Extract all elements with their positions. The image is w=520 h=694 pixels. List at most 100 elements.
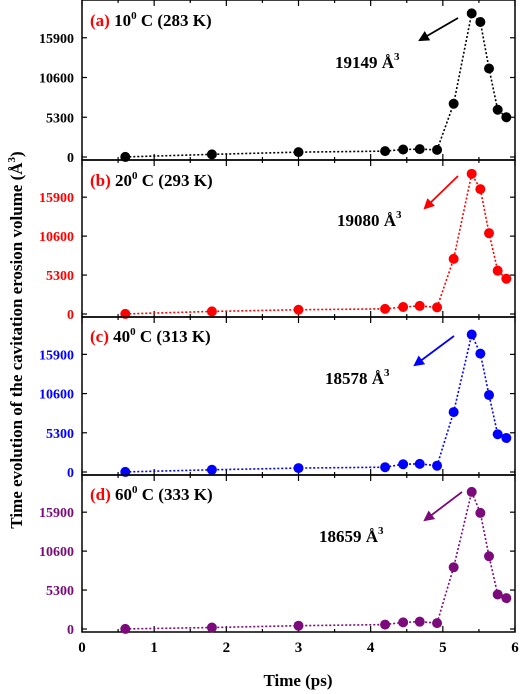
x-tick-label: 2 <box>223 640 231 656</box>
y-axis-label-close: ) <box>7 151 26 157</box>
x-tick-label: 5 <box>439 640 447 656</box>
peak-value: 18578 Å <box>325 369 385 388</box>
data-point <box>466 8 477 19</box>
y-tick-label: 0 <box>67 151 74 166</box>
data-point <box>448 407 459 418</box>
peak-annotation: 18578 Å3 <box>325 367 390 388</box>
data-point <box>492 429 503 440</box>
data-point <box>414 144 425 155</box>
peak-value-exp: 3 <box>394 51 400 63</box>
y-tick-label: 15900 <box>39 348 74 363</box>
peak-annotation: 19149 Å3 <box>335 51 400 72</box>
y-tick-label: 15900 <box>39 506 74 521</box>
data-point <box>484 228 495 239</box>
peak-value-exp: 3 <box>384 367 390 379</box>
x-tick-label: 3 <box>295 640 303 656</box>
x-axis-label: Time (ps) <box>263 671 332 690</box>
data-point <box>475 507 486 518</box>
y-tick-label: 10600 <box>39 72 74 87</box>
panel-temp: 20 <box>115 171 132 190</box>
data-point <box>501 112 512 123</box>
data-point <box>380 619 391 630</box>
panel-tag: (c) <box>90 327 113 346</box>
data-point <box>293 463 304 474</box>
data-point <box>293 304 304 315</box>
data-point <box>466 486 477 497</box>
panel-temp: 60 <box>115 485 132 504</box>
data-point <box>432 144 443 155</box>
data-point <box>492 265 503 276</box>
data-point <box>432 302 443 313</box>
data-point <box>293 147 304 158</box>
x-tick-label: 0 <box>78 640 86 656</box>
series-line <box>125 332 507 473</box>
panel-tag: (d) <box>90 485 115 504</box>
data-point <box>501 273 512 284</box>
y-tick-label: 10600 <box>39 545 74 560</box>
peak-arrow <box>423 175 459 210</box>
y-axis-label: Time evolution of the cavitation erosion… <box>6 151 26 528</box>
y-tick-label: 0 <box>67 623 74 638</box>
panel-2: 0 5300 10600 15900 (b) 200 C (293 K) 19080 Å3 <box>39 159 516 323</box>
data-point <box>206 149 217 160</box>
y-tick-label: 10600 <box>39 230 74 245</box>
panel-title: (b) 200 C (293 K) <box>90 170 213 190</box>
data-point <box>475 184 486 195</box>
data-point <box>448 98 459 109</box>
series-line <box>125 171 507 315</box>
panel-tag: (b) <box>90 171 115 190</box>
data-point <box>484 551 495 562</box>
panel-temp: 40 <box>113 327 130 346</box>
data-point <box>466 168 477 179</box>
y-tick-label: 5300 <box>46 269 74 284</box>
data-point <box>414 616 425 627</box>
peak-annotation: 18659 Å3 <box>319 525 384 546</box>
y-tick-label: 0 <box>67 308 74 323</box>
y-axis-label-unit: Å <box>7 162 26 175</box>
data-point <box>293 620 304 631</box>
data-point <box>380 303 391 314</box>
peak-value: 18659 Å <box>319 527 379 546</box>
data-point <box>448 253 459 264</box>
y-tick-label: 10600 <box>39 388 74 403</box>
y-axis-label-exp: 3 <box>6 156 18 162</box>
data-point <box>484 63 495 74</box>
x-tick-label: 1 <box>150 640 158 656</box>
data-point <box>206 464 217 475</box>
y-tick-label: 15900 <box>39 191 74 206</box>
peak-arrow <box>413 335 455 367</box>
panel-title: (c) 400 C (313 K) <box>90 326 211 346</box>
data-point <box>484 390 495 401</box>
x-tick-label: 4 <box>367 640 375 656</box>
peak-value: 19080 Å <box>337 211 397 230</box>
data-point <box>492 589 503 600</box>
peak-arrow <box>418 17 459 42</box>
data-point <box>398 144 409 155</box>
data-point <box>120 623 131 634</box>
data-point <box>398 617 409 628</box>
y-axis-label-main: Time evolution of the cavitation erosion… <box>7 174 26 528</box>
panel-temp-rest: C (283 K) <box>137 11 212 30</box>
peak-value: 19149 Å <box>335 53 395 72</box>
panel-temp-deg: 0 <box>130 326 136 338</box>
peak-value-exp: 3 <box>396 209 402 221</box>
panel-temp: 10 <box>114 11 131 30</box>
x-tick-label: 6 <box>511 640 519 656</box>
data-point <box>501 593 512 604</box>
data-point <box>432 618 443 629</box>
x-tick-labels: 0 1 2 3 4 5 6 <box>78 640 519 656</box>
data-point <box>398 459 409 470</box>
data-point <box>432 460 443 471</box>
panel-title: (d) 600 C (333 K) <box>90 484 213 504</box>
panel-temp-rest: C (313 K) <box>136 327 211 346</box>
data-point <box>475 348 486 359</box>
panel-temp-deg: 0 <box>131 10 137 22</box>
data-point <box>414 458 425 469</box>
data-point <box>492 104 503 115</box>
y-tick-label: 15900 <box>39 32 74 47</box>
data-point <box>414 300 425 311</box>
panel-tag: (a) <box>90 11 114 30</box>
panel-temp-rest: C (293 K) <box>138 171 213 190</box>
